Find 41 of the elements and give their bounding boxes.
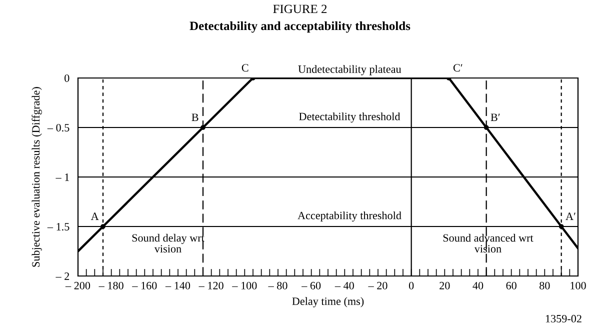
x-tick-label: 0 — [408, 282, 414, 290]
x-tick-label: – 60 — [302, 282, 321, 290]
x-tick-label: 40 — [472, 282, 484, 290]
x-tick-label: 20 — [440, 282, 450, 290]
annotation: A — [90, 212, 99, 220]
x-tick-label: – 20 — [368, 282, 388, 290]
chart-title: FIGURE 2 — [273, 4, 327, 14]
y-tick-label: – 1.5 — [47, 223, 70, 231]
point — [100, 224, 106, 229]
annotation: B — [192, 114, 198, 121]
x-tick-label: – 180 — [98, 282, 124, 290]
point — [200, 125, 206, 130]
annotation: Sound delay wrt vision — [132, 234, 204, 253]
ref-line-label: Detectability threshold — [299, 112, 400, 123]
x-tick-label: 100 — [570, 282, 586, 290]
point — [558, 224, 564, 229]
x-tick-label: – 100 — [232, 282, 257, 290]
chart-subtitle: Detectability and acceptability thresholds — [190, 21, 410, 33]
annotation: C — [242, 64, 248, 72]
y-tick-label: 0 — [64, 74, 70, 82]
y-tick-label: – 2 — [56, 272, 70, 280]
annotation: Undetectability plateau — [298, 65, 402, 76]
annotation: A′ — [566, 212, 576, 220]
x-tick-label: – 40 — [334, 282, 354, 290]
x-tick-label: – 80 — [268, 282, 288, 290]
annotation: Sound advanced wrt vision — [443, 234, 534, 253]
annotation: B′ — [490, 114, 500, 121]
x-tick-label: – 160 — [132, 282, 157, 290]
point — [484, 125, 489, 130]
x-tick-label: 60 — [506, 282, 516, 290]
y-axis-title: Subjective evaluation results (Diffgrade) — [32, 87, 42, 267]
x-tick-label: 80 — [540, 282, 550, 290]
x-tick-label: – 120 — [198, 282, 224, 290]
y-tick-label: – 1 — [56, 174, 69, 181]
annotation: C′ — [453, 64, 462, 72]
ref-line-label: Acceptability threshold — [298, 211, 402, 222]
y-tick-label: – 0.5 — [47, 124, 70, 132]
x-tick-label: – 140 — [165, 282, 190, 290]
x-tick-label: – 200 — [65, 282, 90, 290]
text: 1359-02 — [546, 314, 582, 322]
x-axis-title: Delay time (ms) — [292, 297, 364, 308]
